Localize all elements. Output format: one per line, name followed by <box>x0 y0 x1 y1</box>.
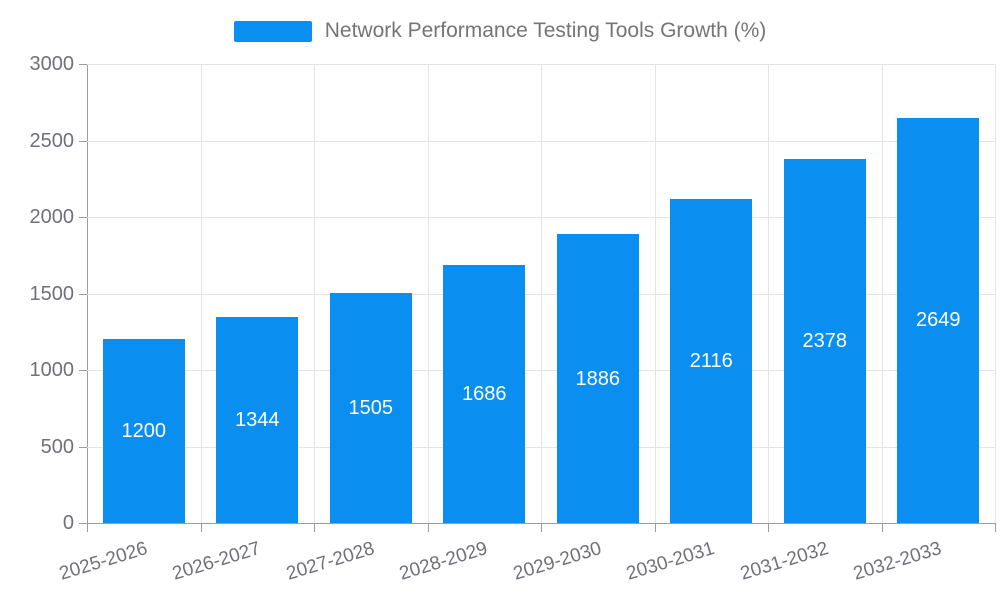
y-axis-tick <box>79 140 87 142</box>
x-axis-tick-label: 2027-2028 <box>283 538 377 585</box>
x-axis-tick <box>881 524 883 532</box>
bar-value-label: 1200 <box>121 420 166 443</box>
y-axis-tick <box>79 523 87 524</box>
y-axis-tick <box>79 370 87 371</box>
v-gridline <box>541 64 542 523</box>
x-axis-tick-label: 2029-2030 <box>510 538 604 585</box>
bar[interactable]: 1505 <box>329 292 412 523</box>
y-axis-tick-label: 1500 <box>29 282 75 305</box>
v-gridline <box>200 64 202 523</box>
y-axis-tick-label: 3000 <box>29 53 75 75</box>
y-axis-tick-label: 1000 <box>29 359 75 381</box>
legend[interactable]: Network Performance Testing Tools Growth… <box>0 17 1000 45</box>
bar[interactable]: 2378 <box>783 159 866 523</box>
x-axis-tick <box>995 524 996 532</box>
bar-value-label: 2116 <box>689 350 733 373</box>
x-axis-tick <box>768 524 769 532</box>
y-axis-tick <box>79 64 87 65</box>
bar-value-label: 1505 <box>348 396 393 419</box>
legend-swatch <box>233 20 312 42</box>
v-gridline <box>314 64 315 523</box>
y-axis-tick-label: 500 <box>40 435 74 458</box>
x-axis-tick-label: 2030-2031 <box>624 538 718 585</box>
y-axis-tick <box>79 217 87 218</box>
x-axis-tick-label: 2026-2027 <box>170 538 264 585</box>
bar[interactable]: 1200 <box>102 339 185 523</box>
bar[interactable]: 1344 <box>216 317 299 523</box>
bar-value-label: 1344 <box>234 409 280 432</box>
bar-value-label: 2378 <box>802 330 847 353</box>
bar[interactable]: 2649 <box>897 117 980 523</box>
x-axis-tick-label: 2025-2026 <box>56 538 150 585</box>
x-axis-tick-label: 2028-2029 <box>397 538 491 585</box>
x-axis-tick <box>654 524 656 532</box>
bar-value-label: 1686 <box>461 383 507 405</box>
y-axis-tick-label: 0 <box>62 512 74 534</box>
x-axis-tick <box>87 524 88 532</box>
x-axis-tick <box>541 524 542 532</box>
v-gridline <box>881 64 883 523</box>
y-axis-tick-label: 2000 <box>29 206 75 228</box>
y-axis-tick <box>79 446 87 448</box>
legend-label: Network Performance Testing Tools Growth… <box>324 19 767 42</box>
x-axis-tick-label: 2032-2033 <box>851 538 945 585</box>
bar[interactable]: 2116 <box>670 199 753 523</box>
v-gridline <box>995 64 996 523</box>
x-axis-tick-label: 2031-2032 <box>737 538 831 585</box>
x-axis-tick <box>200 524 202 532</box>
x-axis-tick <box>427 524 429 532</box>
v-gridline <box>427 64 429 523</box>
bar-value-label: 1886 <box>575 367 620 390</box>
x-axis-tick <box>314 524 315 532</box>
v-gridline <box>654 64 656 523</box>
bar[interactable]: 1886 <box>556 234 639 523</box>
bar-value-label: 2649 <box>915 309 961 332</box>
v-gridline <box>768 64 769 523</box>
y-axis-tick-label: 2500 <box>29 129 75 152</box>
bar[interactable]: 1686 <box>443 265 526 523</box>
y-axis-tick <box>79 293 87 295</box>
